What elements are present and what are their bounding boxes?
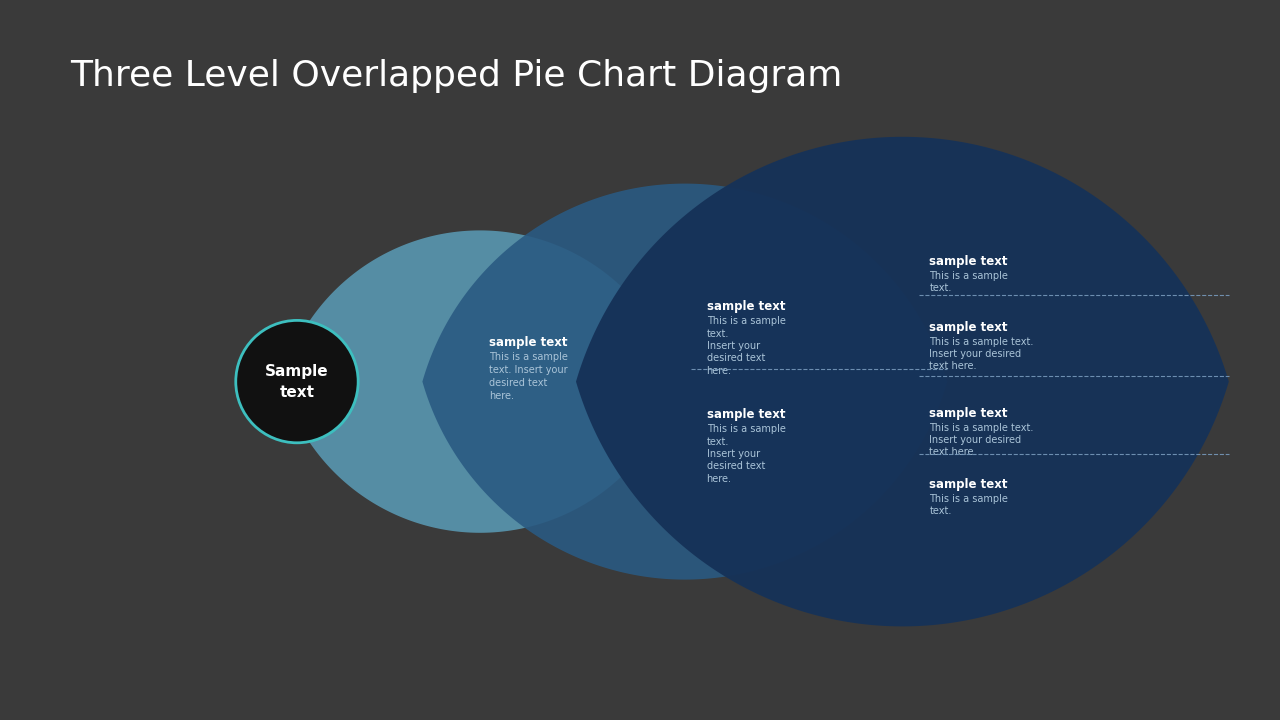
- Text: This is a sample
text.: This is a sample text.: [929, 494, 1009, 516]
- Text: Sample
text: Sample text: [265, 364, 329, 400]
- Text: This is a sample
text.
Insert your
desired text
here.: This is a sample text. Insert your desir…: [707, 316, 786, 376]
- Circle shape: [236, 320, 358, 443]
- Text: sample text: sample text: [707, 300, 785, 313]
- Text: sample text: sample text: [489, 336, 567, 349]
- Polygon shape: [576, 137, 1229, 626]
- Text: sample text: sample text: [929, 408, 1007, 420]
- Text: sample text: sample text: [707, 408, 785, 421]
- Polygon shape: [282, 230, 678, 533]
- Text: This is a sample text.
Insert your desired
text here.: This is a sample text. Insert your desir…: [929, 423, 1034, 457]
- Text: Three Level Overlapped Pie Chart Diagram: Three Level Overlapped Pie Chart Diagram: [70, 58, 842, 93]
- Text: This is a sample
text.
Insert your
desired text
here.: This is a sample text. Insert your desir…: [707, 424, 786, 484]
- Text: This is a sample
text. Insert your
desired text
here.: This is a sample text. Insert your desir…: [489, 352, 568, 400]
- Text: This is a sample text.
Insert your desired
text here.: This is a sample text. Insert your desir…: [929, 337, 1034, 371]
- Text: sample text: sample text: [929, 255, 1007, 268]
- Text: sample text: sample text: [929, 321, 1007, 334]
- Text: sample text: sample text: [929, 478, 1007, 491]
- Text: This is a sample
text.: This is a sample text.: [929, 271, 1009, 293]
- Polygon shape: [422, 184, 947, 580]
